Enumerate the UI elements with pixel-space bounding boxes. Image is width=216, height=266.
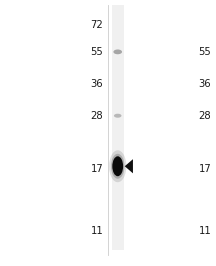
Text: 36: 36	[91, 79, 103, 89]
Text: 55: 55	[198, 47, 211, 57]
Text: 28: 28	[91, 111, 103, 121]
Text: 11: 11	[90, 226, 103, 236]
Ellipse shape	[111, 154, 124, 179]
Ellipse shape	[112, 156, 123, 176]
Text: 17: 17	[90, 164, 103, 174]
Text: 11: 11	[198, 226, 211, 236]
Text: 55: 55	[90, 47, 103, 57]
Text: 36: 36	[199, 79, 211, 89]
Text: 28: 28	[199, 111, 211, 121]
Ellipse shape	[109, 150, 126, 182]
Text: 17: 17	[198, 164, 211, 174]
Bar	[112, 5, 124, 250]
Text: 72: 72	[90, 20, 103, 30]
Ellipse shape	[114, 114, 121, 118]
Polygon shape	[125, 159, 133, 173]
Ellipse shape	[113, 49, 122, 54]
